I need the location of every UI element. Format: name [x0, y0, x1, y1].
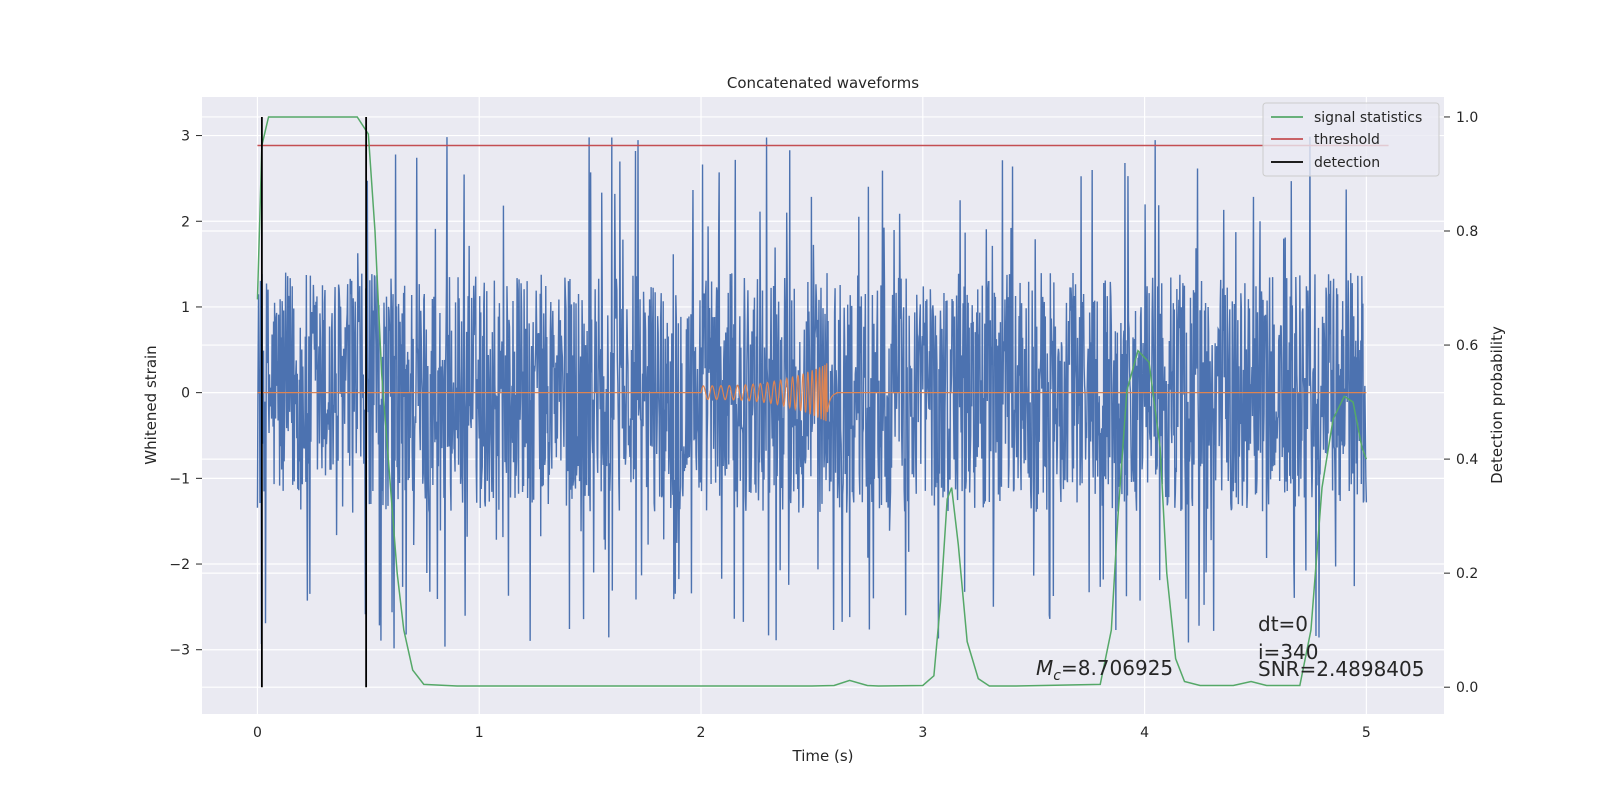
x-tick-label: 5	[1362, 725, 1371, 741]
y-right-tick-label: 0.4	[1456, 452, 1478, 468]
legend-label-threshold: threshold	[1314, 132, 1380, 148]
signal-series-line	[257, 363, 1367, 422]
x-axis-label: Time (s)	[792, 747, 854, 765]
y-right-tick-label: 1.0	[1456, 110, 1478, 126]
y-left-tick-label: 3	[181, 129, 190, 145]
x-tick-label: 4	[1140, 725, 1149, 741]
annotation-i: i=340	[1258, 640, 1319, 664]
detection-lines	[260, 116, 368, 688]
signal-statistics-line	[256, 116, 1368, 687]
y-left-tick-label: −2	[169, 557, 190, 573]
y-left-tick-label: −3	[169, 643, 190, 659]
y-right-tick-label: 0.8	[1456, 224, 1478, 240]
annotation-chirp-mass-value: =8.706925	[1061, 656, 1173, 680]
y-left-tick-label: 2	[181, 214, 190, 230]
y-left-tick-label: 1	[181, 300, 190, 316]
y-axis-left-label: Whitened strain	[142, 345, 160, 464]
legend-label-signal-statistics: signal statistics	[1314, 110, 1422, 126]
y-left-tick-label: 0	[181, 386, 190, 402]
legend-label-detection: detection	[1314, 155, 1380, 171]
y-axis-right: 0.0 0.2 0.4 0.6 0.8 1.0	[1444, 110, 1478, 696]
x-tick-label: 2	[697, 725, 706, 741]
annotation-chirp-mass: Mc=8.706925	[1036, 656, 1173, 684]
chart-title: Concatenated waveforms	[727, 74, 919, 92]
annotation-snr: SNR=2.4898405	[1258, 657, 1424, 681]
y-right-tick-label: 0.6	[1456, 338, 1478, 354]
annotation-dt: dt=0	[1258, 612, 1308, 636]
y-axis-right-label: Detection probability	[1488, 326, 1506, 484]
x-tick-label: 0	[253, 725, 262, 741]
y-left-tick-label: −1	[169, 471, 190, 487]
y-right-tick-label: 0.2	[1456, 566, 1478, 582]
x-tick-label: 3	[918, 725, 927, 741]
noise-series-line	[256, 136, 1368, 649]
y-axis-left: −3 −2 −1 0 1 2 3	[169, 129, 202, 659]
legend-box	[1262, 102, 1440, 177]
x-tick-label: 1	[475, 725, 484, 741]
y-right-tick-label: 0.0	[1456, 680, 1478, 696]
legend: signal statistics threshold detection	[1262, 102, 1440, 177]
x-axis: 0 1 2 3 4 5	[253, 725, 1371, 741]
